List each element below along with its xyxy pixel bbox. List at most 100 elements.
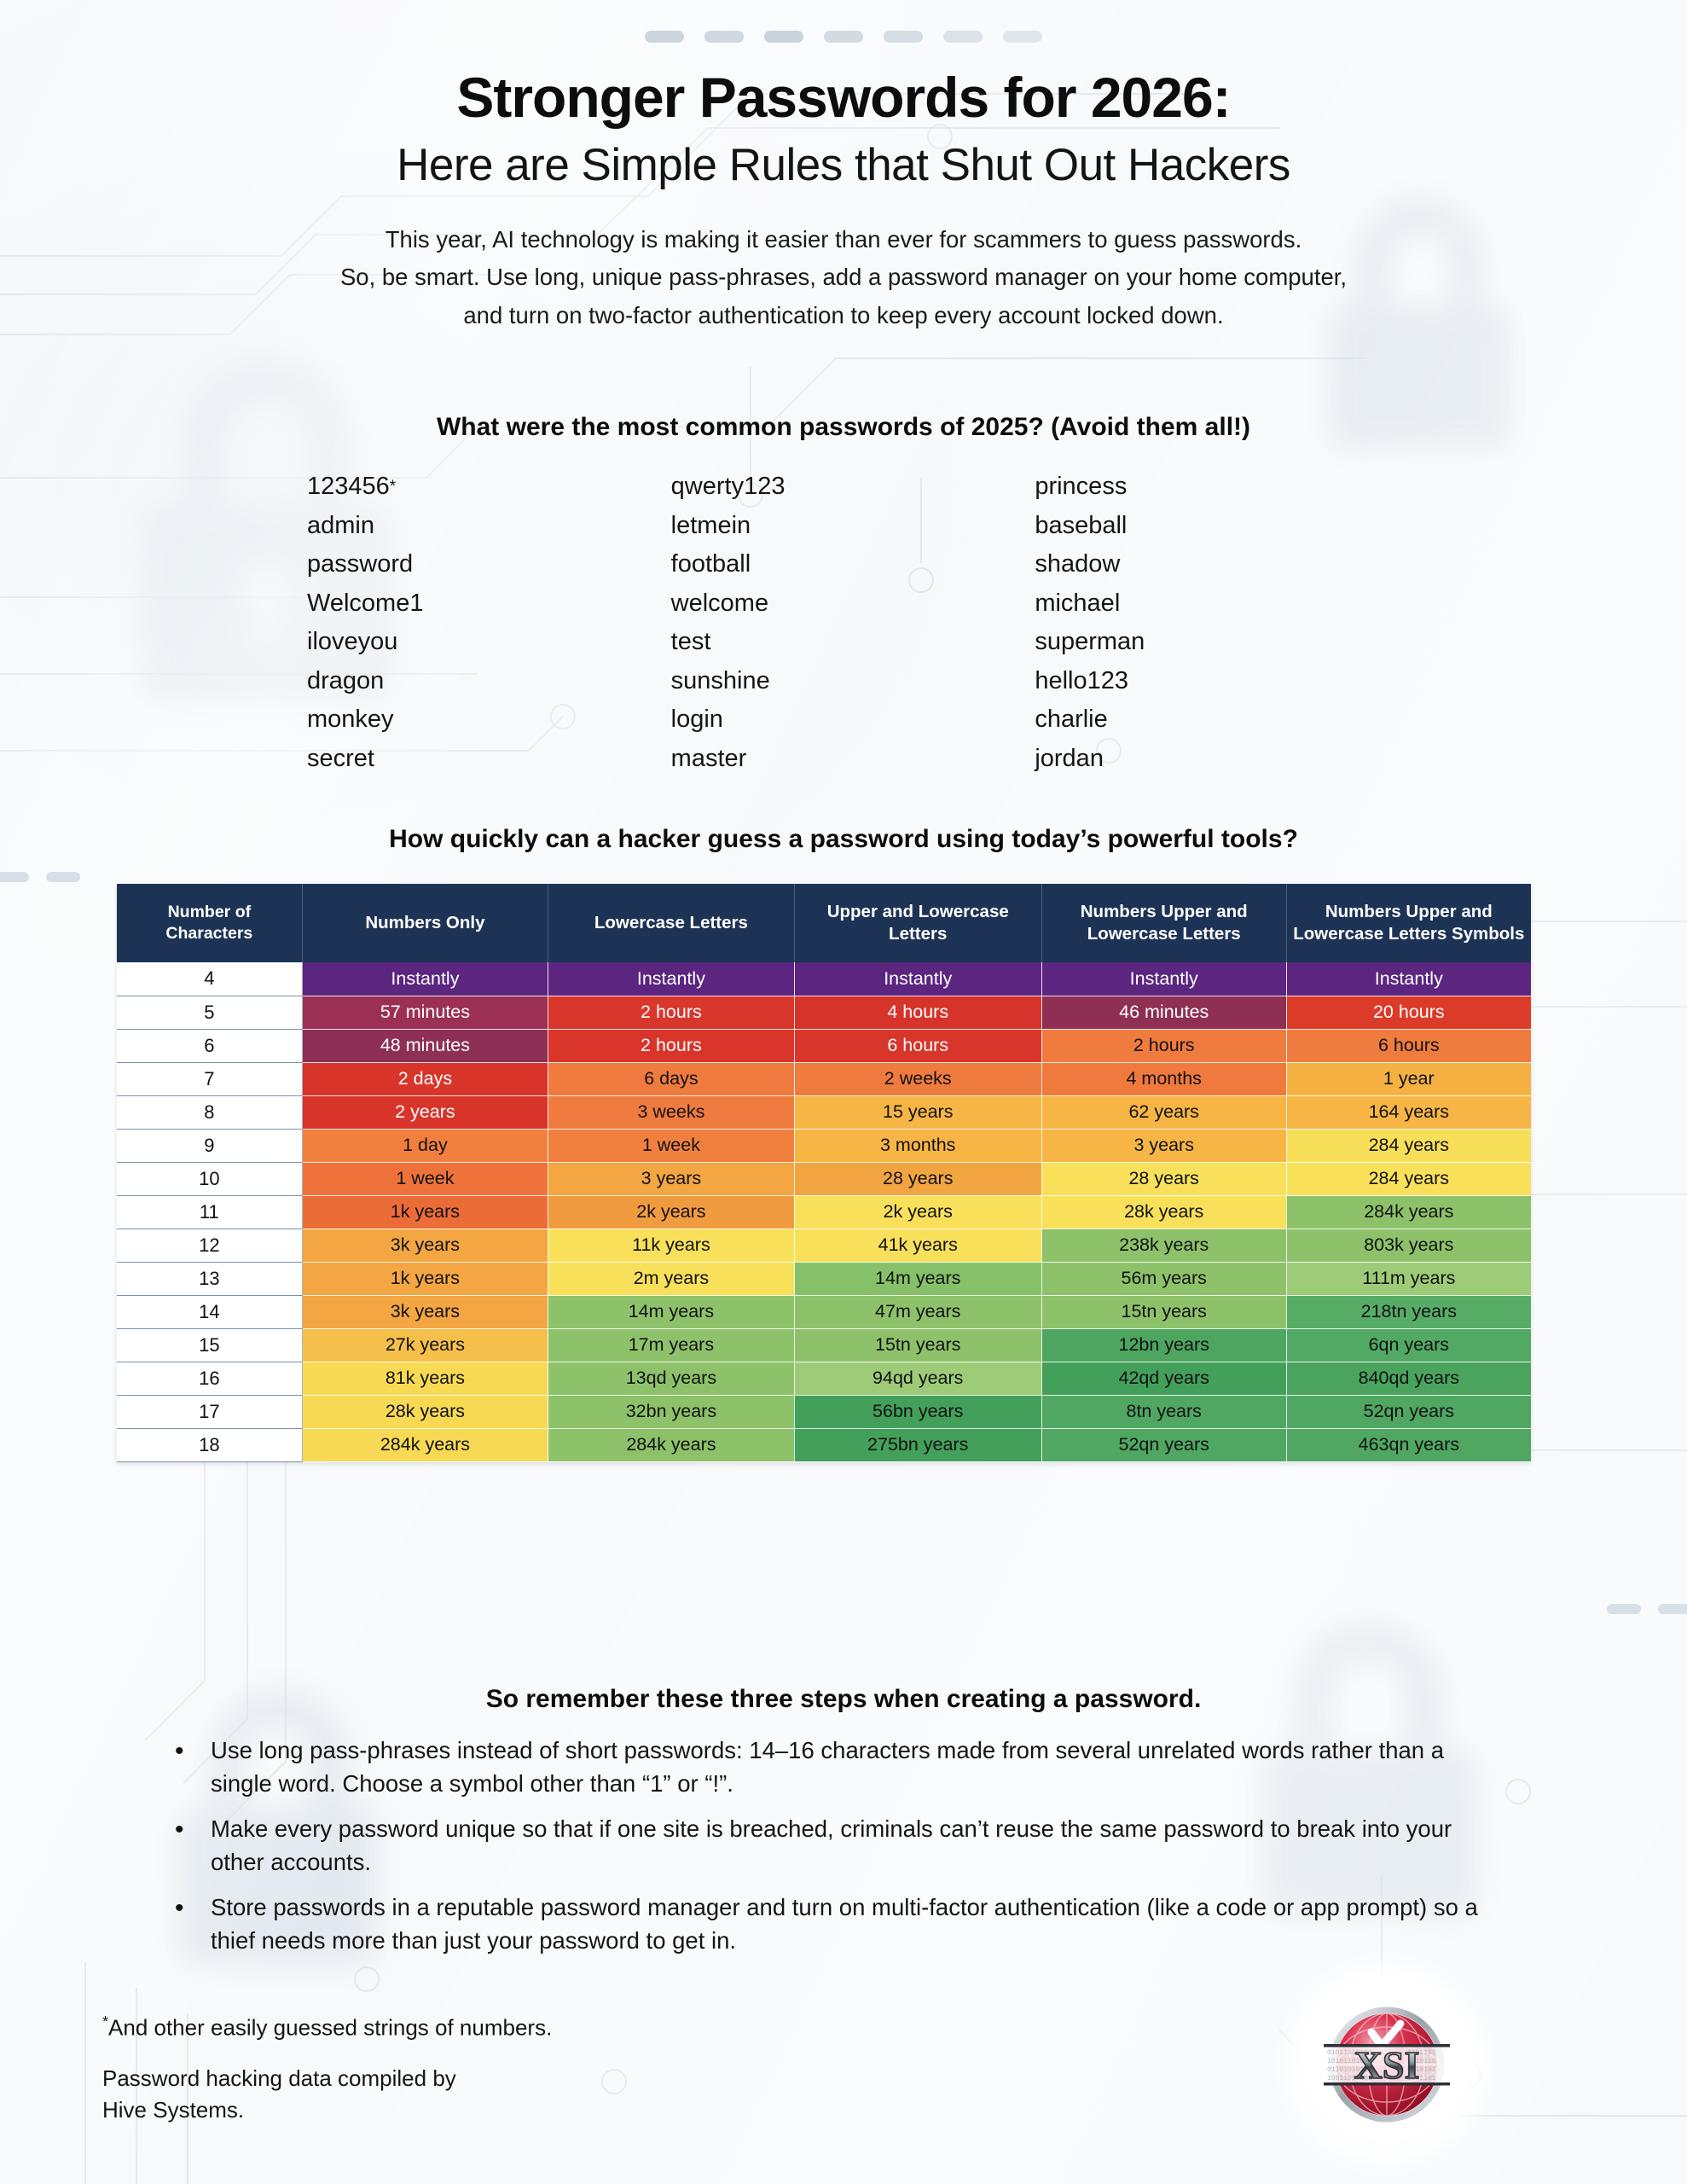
crack-time-cell: 4 hours: [794, 996, 1042, 1030]
svg-text:1010110: 1010110: [1407, 2058, 1436, 2065]
crack-time-cell: 3 years: [548, 1162, 795, 1196]
password-item: login: [670, 706, 723, 734]
crack-time-cell: 28k years: [1041, 1195, 1287, 1229]
table-row: 15 27k years 17m years 15tn years 12bn years…: [117, 1327, 1531, 1362]
crack-time-cell: 218tn years: [1286, 1295, 1531, 1329]
dash-mark: [884, 31, 923, 43]
character-count-cell: 15: [117, 1327, 303, 1362]
dash-mark: [704, 31, 744, 43]
svg-text:0101101: 0101101: [1407, 2049, 1436, 2057]
crack-time-cell: 2 days: [302, 1062, 549, 1096]
crack-time-cell: Instantly: [302, 962, 549, 996]
password-item: sunshine: [670, 666, 770, 694]
crack-time-cell: 28 years: [1041, 1162, 1287, 1196]
crack-time-cell: 14m years: [794, 1262, 1042, 1296]
character-count-cell: 16: [117, 1361, 303, 1396]
crack-time-cell: 2k years: [794, 1195, 1042, 1229]
password-item: master: [670, 744, 747, 772]
crack-time-cell: 20 hours: [1286, 996, 1531, 1030]
password-item: football: [670, 550, 751, 578]
dash-mark: [0, 872, 29, 882]
svg-text:01011010110: 01011010110: [1327, 2049, 1372, 2057]
character-count-cell: 18: [117, 1427, 303, 1462]
crack-time-cell: 111m years: [1286, 1262, 1531, 1296]
password-column-2: qwerty123 letmein football welcome test sunsh…: [671, 468, 1035, 778]
crack-time-cell: 27k years: [302, 1328, 549, 1362]
character-count-cell: 10: [117, 1161, 303, 1196]
intro-line-1: This year, AI technology is making it ea…: [385, 225, 1302, 253]
crack-time-cell: 2 years: [302, 1095, 549, 1130]
character-count-cell: 9: [117, 1128, 303, 1163]
table-row: 14 3k years 14m years 47m years 15tn years 21…: [117, 1294, 1531, 1329]
character-count-cell: 11: [117, 1194, 303, 1229]
xsi-logo: 01011010110 10101101001 01101010110 1001…: [1298, 1976, 1475, 2153]
crack-time-cell: 1 day: [302, 1129, 549, 1163]
svg-text:0110101: 0110101: [1407, 2066, 1436, 2074]
svg-text:1001101: 1001101: [1407, 2075, 1436, 2082]
password-item: hello123: [1035, 666, 1128, 694]
steps-list: • Use long pass-phrases instead of short …: [175, 1734, 1505, 1969]
crack-time-cell: 42qd years: [1041, 1362, 1287, 1396]
password-item: baseball: [1035, 511, 1128, 539]
crack-time-cell: 238k years: [1041, 1228, 1287, 1263]
crack-time-cell: 164 years: [1286, 1095, 1531, 1130]
password-item: dragon: [307, 666, 385, 694]
password-crack-time-table: Number of Characters Numbers Only Lowercas…: [117, 884, 1531, 1462]
character-count-cell: 13: [117, 1261, 303, 1296]
source-line-1: Password hacking data compiled by: [102, 2065, 456, 2091]
crack-time-cell: 3 months: [794, 1129, 1042, 1163]
svg-text:01101010110: 01101010110: [1327, 2066, 1372, 2074]
crack-time-cell: 3k years: [302, 1295, 549, 1329]
dash-mark: [1607, 1604, 1641, 1614]
dash-mark: [46, 872, 80, 882]
character-count-cell: 12: [117, 1228, 303, 1263]
crack-time-cell: 6 hours: [794, 1029, 1042, 1063]
intro-line-2: So, be smart. Use long, unique pass-phra…: [339, 264, 1348, 291]
crack-time-cell: 15 years: [794, 1095, 1042, 1130]
page-subtitle: Here are Simple Rules that Shut Out Hack…: [397, 139, 1290, 190]
crack-time-cell: 11k years: [548, 1228, 795, 1263]
dash-mark: [1003, 31, 1042, 43]
crack-time-cell: Instantly: [1286, 962, 1531, 996]
intro-line-3: and turn on two-factor authentication to…: [463, 301, 1224, 328]
password-column-3: princess baseball shadow michael superman hel…: [1035, 468, 1399, 778]
step-text: Make every password unique so that if on…: [211, 1815, 1452, 1876]
table-row: 16 81k years 13qd years 94qd years 42qd year…: [117, 1361, 1531, 1396]
crack-time-cell: 1 year: [1286, 1062, 1531, 1096]
dash-mark: [764, 31, 803, 43]
password-item: qwerty123: [670, 473, 786, 501]
top-dash-decoration: [0, 31, 1687, 43]
character-count-cell: 7: [117, 1061, 303, 1096]
asterisk-marker: *: [102, 2013, 109, 2030]
dash-mark: [824, 31, 863, 43]
steps-heading: So remember these three steps when creat…: [485, 1685, 1202, 1713]
common-passwords-heading: What were the most common passwords of 2…: [436, 413, 1251, 441]
step-text: Store passwords in a reputable password …: [211, 1894, 1478, 1955]
xsi-globe-icon: 01011010110 10101101001 01101010110 1001…: [1324, 2007, 1450, 2123]
password-item: welcome: [670, 589, 769, 617]
crack-time-cell: 32bn years: [548, 1395, 795, 1429]
table-row: 18 284k years 284k years 275bn years 52qn ye…: [117, 1427, 1531, 1462]
password-item: secret: [307, 744, 374, 772]
left-edge-dash-decoration: [0, 872, 80, 882]
dash-mark: [943, 31, 983, 43]
crack-time-cell: 15tn years: [794, 1328, 1042, 1362]
svg-text:10011010101: 10011010101: [1327, 2075, 1372, 2082]
crack-time-cell: 13qd years: [548, 1362, 795, 1396]
password-item: monkey: [307, 706, 394, 734]
password-item: princess: [1035, 473, 1128, 501]
crack-time-cell: Instantly: [548, 962, 795, 996]
crack-time-cell: 2 weeks: [794, 1062, 1042, 1096]
crack-time-cell: Instantly: [794, 962, 1042, 996]
crack-time-cell: 52qn years: [1286, 1395, 1531, 1429]
character-count-cell: 8: [117, 1095, 303, 1130]
asterisk-marker: *: [389, 478, 397, 497]
character-count-cell: 17: [117, 1394, 303, 1429]
crack-time-cell: 1 week: [302, 1162, 549, 1196]
crack-time-cell: 1 week: [548, 1129, 795, 1163]
crack-time-cell: 1k years: [302, 1195, 549, 1229]
table-row: 13 1k years 2m years 14m years 56m years 111m…: [117, 1261, 1531, 1296]
crack-time-cell: 46 minutes: [1041, 996, 1287, 1030]
